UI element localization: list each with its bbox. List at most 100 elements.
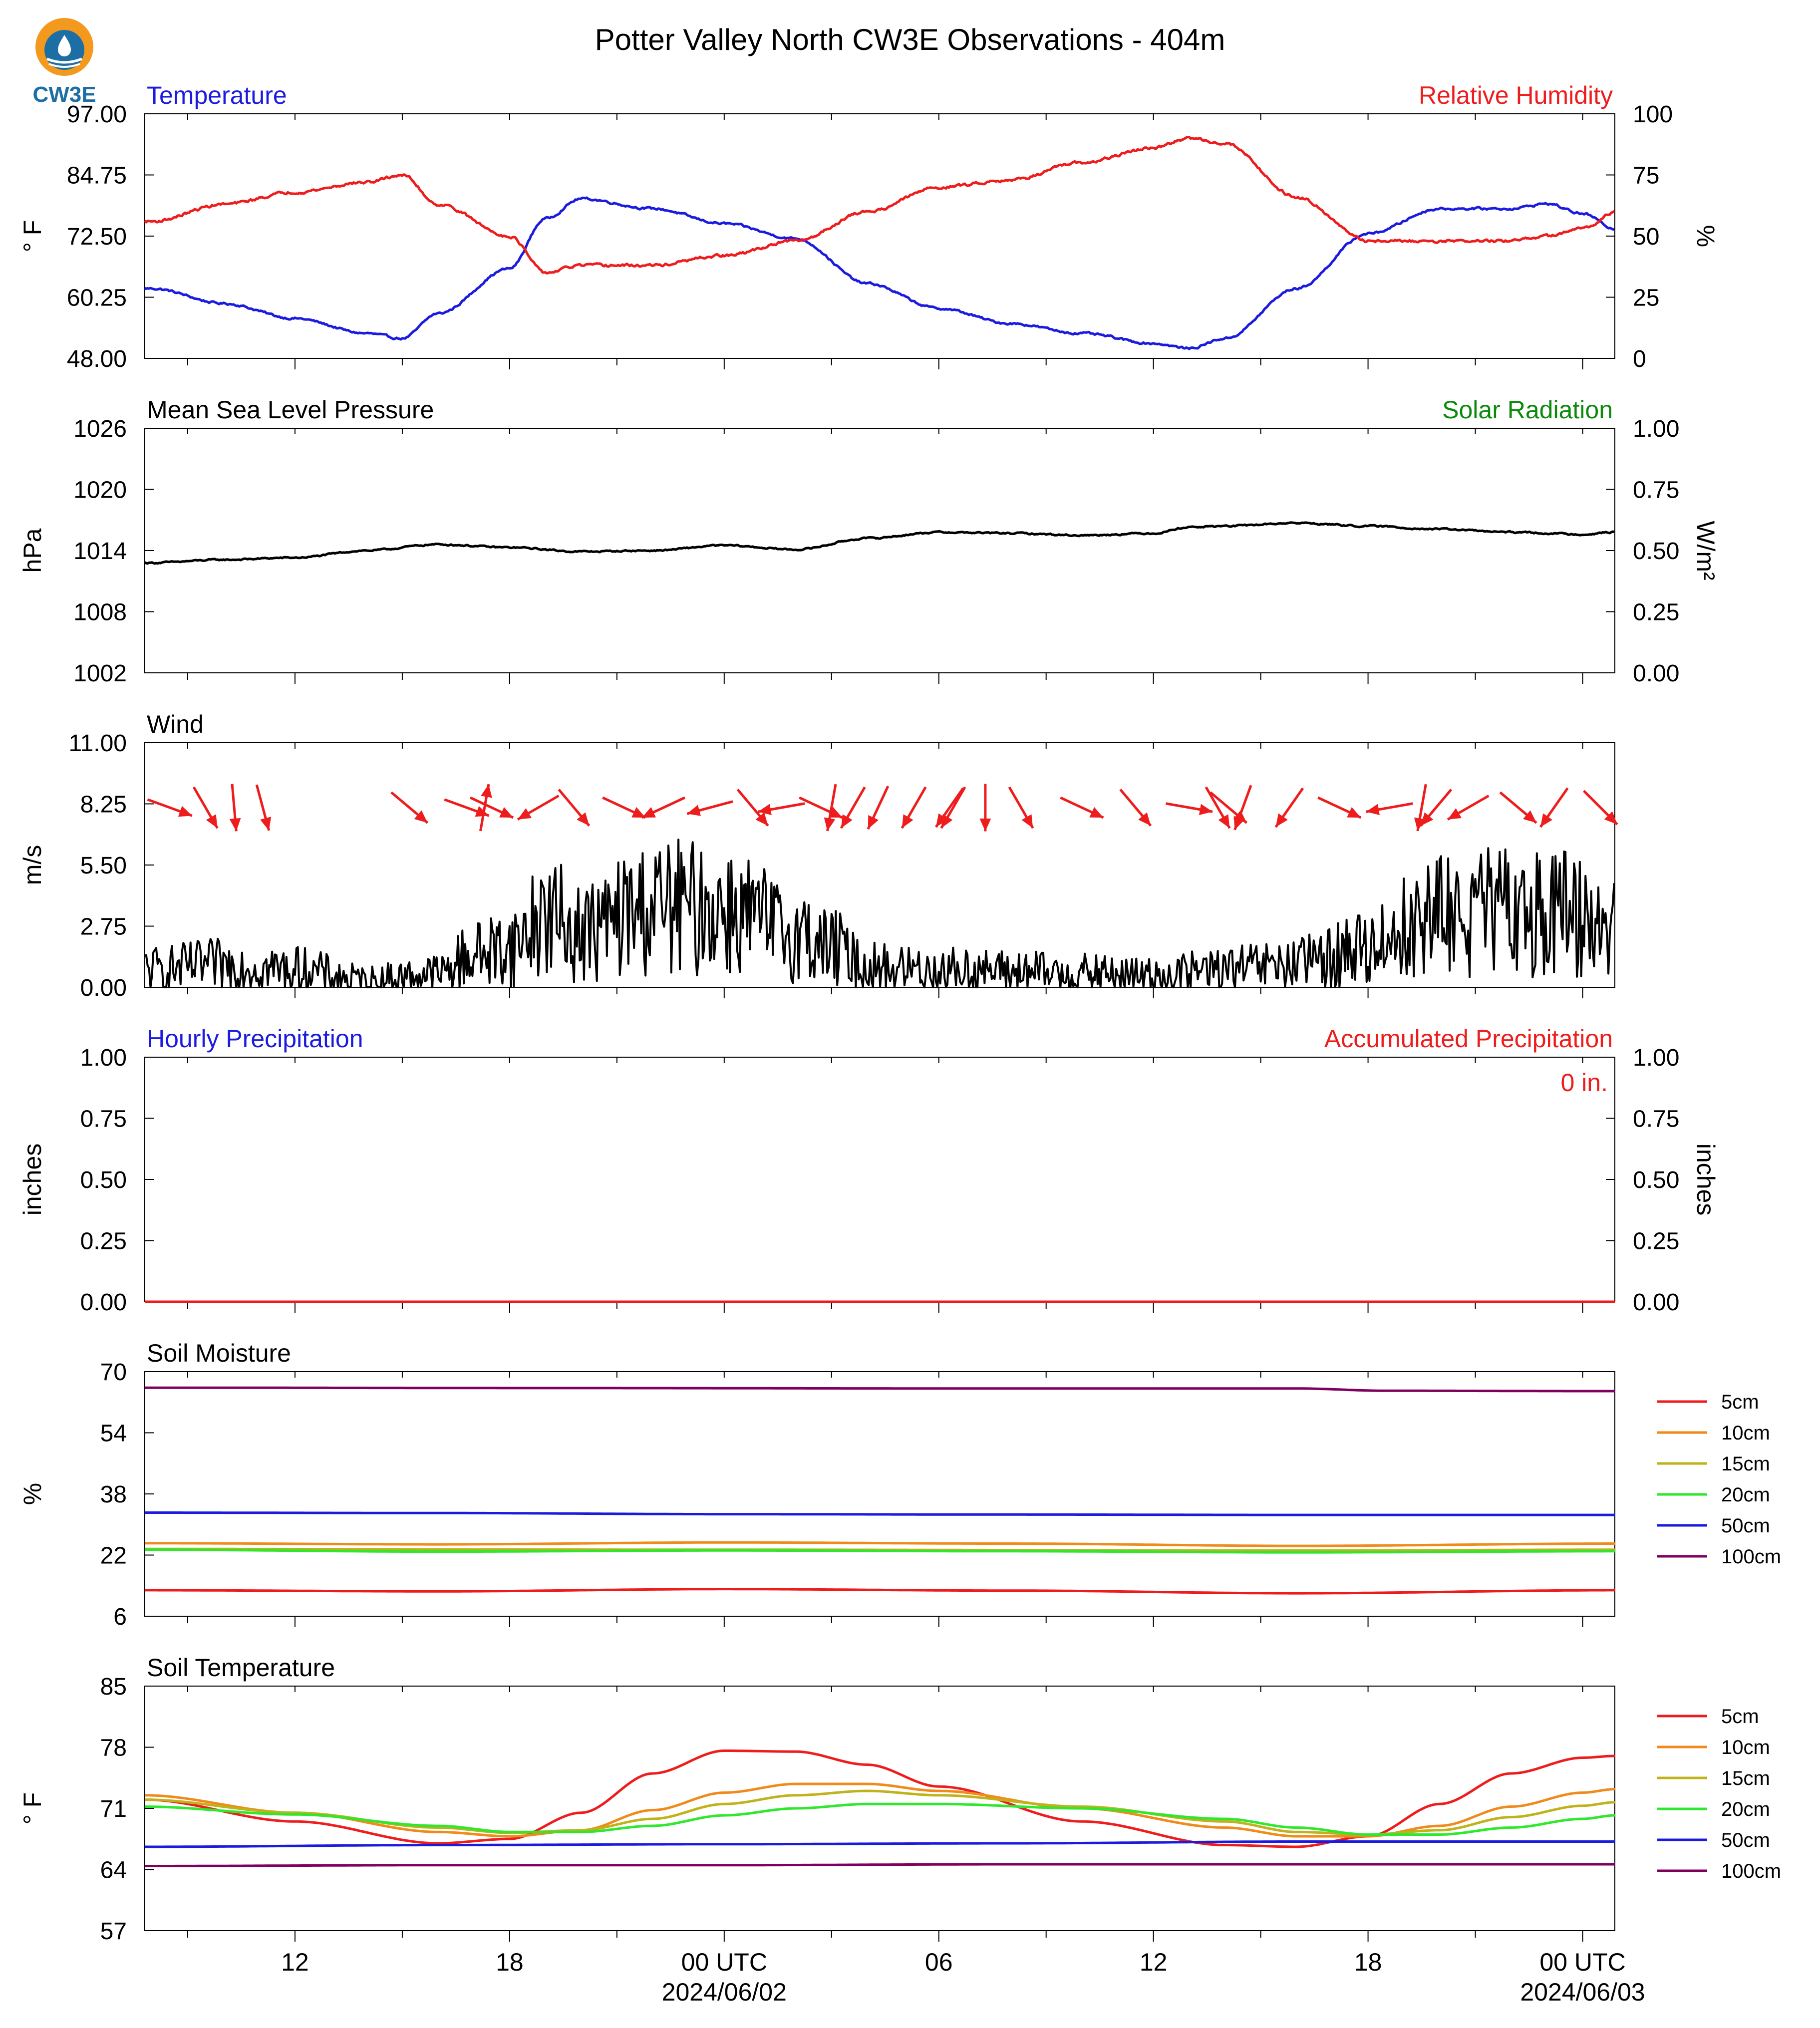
chart-title: Potter Valley North CW3E Observations - …: [595, 23, 1225, 56]
wind-arrow-head: [758, 804, 772, 816]
y-tick-label: 60.25: [67, 285, 127, 311]
panel-left-title: Soil Moisture: [147, 1339, 291, 1367]
plot-frame: [144, 1057, 1615, 1302]
series-line-5cm: [145, 1588, 1615, 1595]
wind-arrow-head: [868, 815, 879, 830]
legend-label: 20cm: [1721, 1484, 1770, 1506]
series-line-20cm: [145, 1802, 1615, 1836]
y2-tick-label: 0.25: [1633, 599, 1679, 626]
panel-right-title: Relative Humidity: [1419, 81, 1613, 109]
y-tick-label: 84.75: [67, 163, 127, 189]
wind-arrow-head: [687, 805, 701, 816]
y2-tick-label: 0: [1633, 346, 1646, 372]
wind-arrow-head: [414, 810, 428, 823]
wind-arrow-head: [1448, 808, 1462, 820]
panel-right-title: Solar Radiation: [1442, 396, 1613, 424]
wind-arrow-head: [828, 807, 843, 818]
wind-arrow-head: [1366, 804, 1380, 816]
panel-soil-moisture: Soil Moisture 70 54 38 22 6% 5cm 10cm 15cm 20cm 50…: [18, 1339, 1781, 1630]
y-tick-label: 0.50: [80, 1167, 127, 1193]
wind-arrow-head: [1604, 811, 1617, 825]
y2-tick-label: 50: [1633, 224, 1659, 250]
legend-label: 10cm: [1721, 1737, 1770, 1758]
plot-frame: [144, 1371, 1615, 1617]
y-tick-label: 48.00: [67, 346, 127, 372]
plot-frame: [144, 1686, 1615, 1931]
series-line-50cm: [145, 1840, 1615, 1848]
y-tick-label: 72.50: [67, 224, 127, 250]
wind-arrow-head: [499, 807, 514, 818]
y-tick-label: 71: [100, 1796, 127, 1822]
wind-arrow-head: [824, 817, 836, 831]
y-axis-label: %: [18, 1483, 46, 1505]
wind-arrow-head: [1233, 816, 1245, 830]
y2-tick-label: 0.50: [1633, 538, 1679, 565]
legend-label: 20cm: [1721, 1798, 1770, 1820]
series-line-10cm: [145, 1782, 1615, 1838]
y-axis-label: ° F: [18, 1792, 46, 1824]
y-tick-label: 6: [113, 1604, 127, 1630]
series-line-100cm: [145, 1863, 1615, 1867]
panel-left-title: Wind: [147, 710, 204, 738]
series-line-50cm: [145, 1511, 1615, 1516]
wind-arrow-head: [1089, 807, 1104, 818]
y-tick-label: 1026: [73, 416, 127, 442]
series-line-10cm: [145, 1541, 1615, 1547]
y-tick-label: 1014: [73, 538, 127, 565]
series-line-0: [144, 196, 1615, 350]
y2-tick-label: 1.00: [1633, 1045, 1679, 1071]
y-tick-label: 1020: [73, 477, 127, 504]
legend-label: 15cm: [1721, 1453, 1770, 1475]
wind-arrow-head: [631, 807, 646, 818]
x-tick-label: 00 UTC: [681, 1948, 767, 1976]
y-tick-label: 5.50: [80, 853, 127, 879]
panel-wind: Wind 11.00 8.25 5.50 2.75 0.00 m/s: [18, 710, 1618, 1001]
series-line-20cm: [145, 1548, 1615, 1554]
x-tick-label: 12: [281, 1948, 309, 1976]
wind-arrow-head: [518, 808, 532, 820]
x-tick-label: 18: [1354, 1948, 1382, 1976]
legend-label: 50cm: [1721, 1829, 1770, 1851]
series-line-15cm: [145, 1789, 1615, 1836]
wind-arrow-head: [206, 814, 218, 829]
panel-left-title: Soil Temperature: [147, 1654, 335, 1682]
series-line-0: [144, 839, 1615, 988]
wind-arrow-head: [1540, 813, 1552, 827]
panel-left-title: Temperature: [147, 81, 287, 109]
panel-pressure-solar: Mean Sea Level Pressure Solar Radiation 10…: [18, 396, 1720, 687]
y-tick-label: 0.00: [80, 1289, 127, 1316]
y2-tick-label: 100: [1633, 101, 1673, 128]
wind-arrow-head: [260, 817, 272, 831]
wind-arrow-head: [755, 812, 768, 826]
y-tick-label: 0.75: [80, 1106, 127, 1133]
wind-arrow-head: [841, 814, 853, 829]
y-tick-label: 11.00: [68, 730, 127, 757]
series-line-100cm: [145, 1386, 1615, 1393]
y-tick-label: 38: [100, 1481, 127, 1508]
wind-arrow-head: [1218, 814, 1230, 829]
y2-tick-label: 1.00: [1633, 416, 1679, 442]
logo-text: CW3E: [32, 82, 96, 106]
wind-arrow-head: [1021, 814, 1033, 829]
legend-label: 5cm: [1721, 1706, 1759, 1728]
wind-arrow-head: [1138, 812, 1151, 826]
y2-tick-label: 25: [1633, 285, 1659, 311]
wind-arrow-head: [1522, 810, 1536, 823]
y-tick-label: 78: [100, 1735, 127, 1761]
panel-soil-temperature: Soil Temperature 85 78 71 64 57 ° F 5cm 10cm 15cm…: [18, 1654, 1781, 2006]
legend-label: 50cm: [1721, 1515, 1770, 1537]
x-tick-label: 18: [496, 1948, 524, 1976]
legend-label: 100cm: [1721, 1546, 1781, 1568]
series-line-0: [144, 521, 1614, 565]
logo-drop-icon: [58, 35, 71, 56]
y-tick-label: 1002: [73, 660, 127, 687]
y-tick-label: 70: [100, 1359, 127, 1386]
wind-arrow-head: [1421, 812, 1434, 826]
wind-arrow-head: [1199, 804, 1213, 816]
panel-precipitation: Hourly Precipitation Accumulated Precipit…: [18, 1025, 1720, 1316]
x-tick-label: 12: [1140, 1948, 1168, 1976]
y2-tick-label: 0.75: [1633, 477, 1679, 504]
wind-arrow-head: [902, 814, 913, 829]
y-axis-label: inches: [18, 1144, 46, 1216]
